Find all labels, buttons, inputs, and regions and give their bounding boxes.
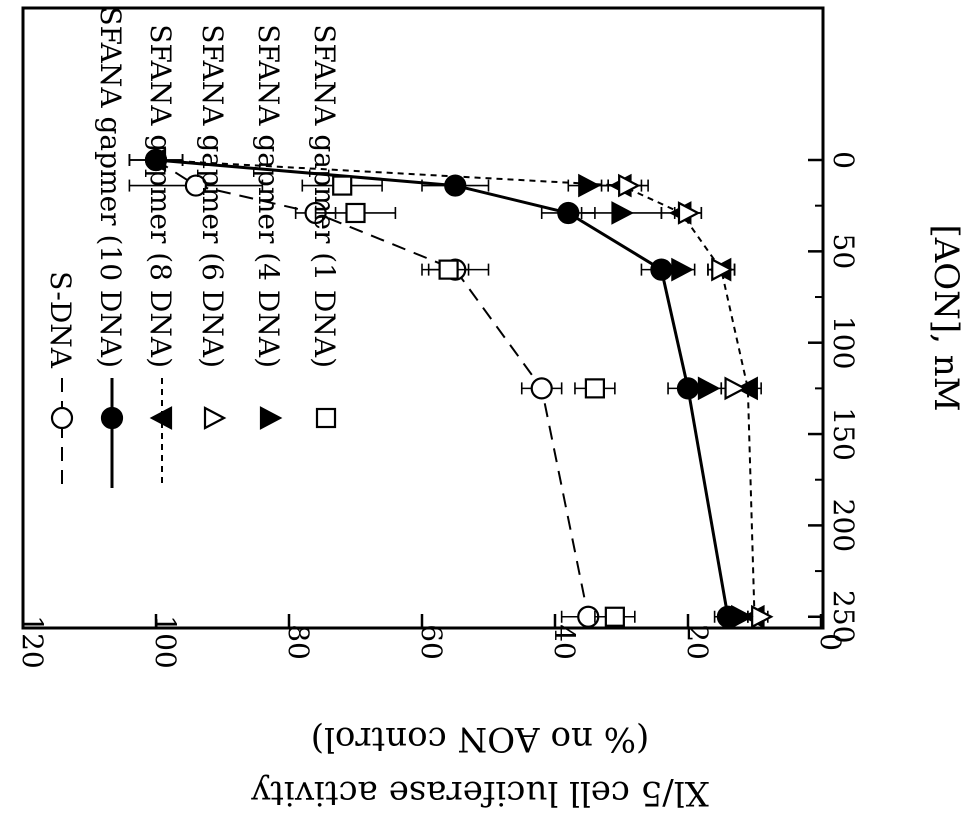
legend-label: SFANA gapmer (10 DNA)	[94, 6, 127, 368]
point-triangle-right-open	[726, 378, 745, 398]
x-tick-label: 0	[827, 151, 860, 169]
point-square-open	[586, 379, 604, 397]
point-triangle-right-open	[205, 408, 224, 428]
y-tick-label: 40	[548, 624, 581, 660]
legend-item: SFANA gapmer (4 DNA)	[252, 24, 285, 428]
y-tick-label: 120	[16, 615, 49, 668]
point-square-open	[317, 409, 335, 427]
x-tick-label: 50	[827, 234, 860, 270]
x-axis-title: [AON], nM	[926, 224, 964, 411]
point-square-open	[606, 608, 624, 626]
legend-item: SFANA gapmer (1 DNA)	[308, 24, 341, 427]
plot-frame	[23, 8, 823, 628]
point-circle-open	[532, 378, 552, 398]
series-line	[156, 160, 755, 617]
point-triangle-right-filled	[699, 378, 718, 398]
x-tick-label: 200	[827, 499, 860, 552]
legend-item: S-DNA	[44, 271, 77, 488]
y-tick-label: 20	[681, 624, 714, 660]
legend-label: S-DNA	[44, 271, 77, 369]
series-line	[156, 160, 728, 617]
y-tick-label: 60	[415, 624, 448, 660]
point-square-open	[347, 204, 365, 222]
point-circle-open	[52, 408, 72, 428]
point-triangle-right-filled	[261, 408, 280, 428]
series	[568, 176, 751, 627]
point-circle-filled	[558, 203, 578, 223]
x-tick-label: 100	[827, 316, 860, 369]
legend-label: SFANA gapmer (1 DNA)	[308, 24, 341, 368]
legend: S-DNA SFANA gapmer (10 DNA) SFANA gapmer (…	[44, 6, 341, 488]
point-triangle-right-filled	[672, 260, 691, 280]
point-circle-filled	[102, 408, 122, 428]
y-tick-label: 0	[814, 633, 847, 651]
y-tick-label: 100	[149, 615, 182, 668]
legend-item: SFANA gapmer (8 DNA)	[144, 24, 177, 488]
point-square-open	[440, 261, 458, 279]
legend-item: SFANA gapmer (6 DNA)	[196, 24, 229, 428]
point-triangle-right-filled	[732, 607, 751, 627]
legend-item: SFANA gapmer (10 DNA)	[94, 6, 127, 488]
ticks: 050100150200250020406080100120	[16, 151, 860, 669]
point-triangle-right-filled	[579, 176, 598, 196]
y-axis-title-line2: (% no AON control)	[311, 719, 649, 759]
point-triangle-right-filled	[613, 203, 632, 223]
legend-label: SFANA gapmer (6 DNA)	[196, 24, 229, 368]
point-circle-filled	[445, 176, 465, 196]
legend-label: SFANA gapmer (8 DNA)	[144, 24, 177, 368]
y-axis-title-line1: Xl/5 cell luciferase activity	[250, 773, 709, 813]
x-tick-label: 150	[827, 407, 860, 460]
legend-label: SFANA gapmer (4 DNA)	[252, 24, 285, 368]
y-tick-label: 80	[282, 624, 315, 660]
series	[302, 177, 635, 626]
